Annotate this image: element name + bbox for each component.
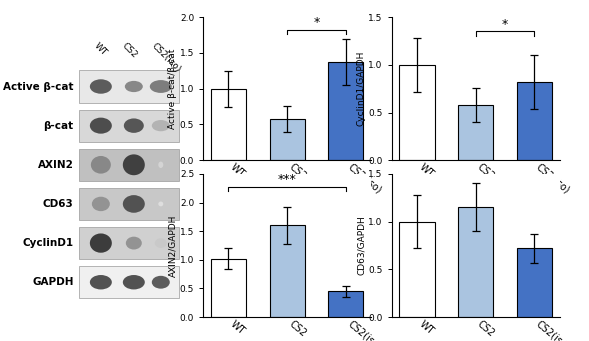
Ellipse shape (91, 156, 111, 174)
Ellipse shape (123, 154, 145, 175)
FancyBboxPatch shape (79, 188, 179, 220)
Bar (517, 82, 552, 160)
Ellipse shape (92, 197, 110, 211)
Bar (328, 62, 363, 160)
Text: CyclinD1: CyclinD1 (22, 238, 74, 248)
Bar (517, 248, 552, 317)
Ellipse shape (125, 81, 143, 92)
Ellipse shape (150, 80, 172, 93)
Text: CS2: CS2 (121, 41, 140, 60)
FancyBboxPatch shape (79, 71, 179, 103)
Text: CD63: CD63 (43, 199, 74, 209)
Text: AXIN2: AXIN2 (38, 160, 74, 170)
Bar (458, 105, 493, 160)
Ellipse shape (90, 275, 112, 290)
Text: *: * (502, 18, 508, 31)
Ellipse shape (123, 195, 145, 213)
Bar (270, 119, 305, 160)
Ellipse shape (123, 275, 145, 290)
Ellipse shape (155, 238, 167, 248)
Text: GAPDH: GAPDH (32, 277, 74, 287)
Ellipse shape (90, 234, 112, 253)
Ellipse shape (152, 276, 170, 288)
Y-axis label: CD63/GAPDH: CD63/GAPDH (356, 216, 366, 276)
FancyBboxPatch shape (79, 109, 179, 142)
Bar (458, 207, 493, 317)
Text: *: * (313, 16, 320, 29)
Ellipse shape (158, 162, 163, 168)
Ellipse shape (90, 118, 112, 134)
Y-axis label: AXIN2/GAPDH: AXIN2/GAPDH (168, 214, 177, 277)
Text: ***: *** (278, 173, 296, 186)
FancyBboxPatch shape (79, 227, 179, 259)
Y-axis label: CyclinD1/GAPDH: CyclinD1/GAPDH (356, 51, 366, 127)
Bar (270, 225, 305, 317)
Bar (328, 291, 363, 317)
Text: Active β-cat: Active β-cat (3, 81, 74, 91)
Ellipse shape (152, 120, 170, 131)
Ellipse shape (90, 79, 112, 94)
FancyBboxPatch shape (79, 266, 179, 298)
Ellipse shape (126, 237, 142, 250)
Bar (399, 222, 435, 317)
Text: β-cat: β-cat (44, 121, 74, 131)
Bar (211, 89, 246, 160)
Y-axis label: Active β-cat/β-cat: Active β-cat/β-cat (168, 48, 177, 129)
Bar (211, 259, 246, 317)
Text: WT: WT (93, 41, 109, 58)
Text: CS2(iso): CS2(iso) (150, 41, 183, 74)
FancyBboxPatch shape (79, 149, 179, 181)
Bar (399, 65, 435, 160)
Ellipse shape (124, 118, 144, 133)
Ellipse shape (158, 202, 163, 206)
